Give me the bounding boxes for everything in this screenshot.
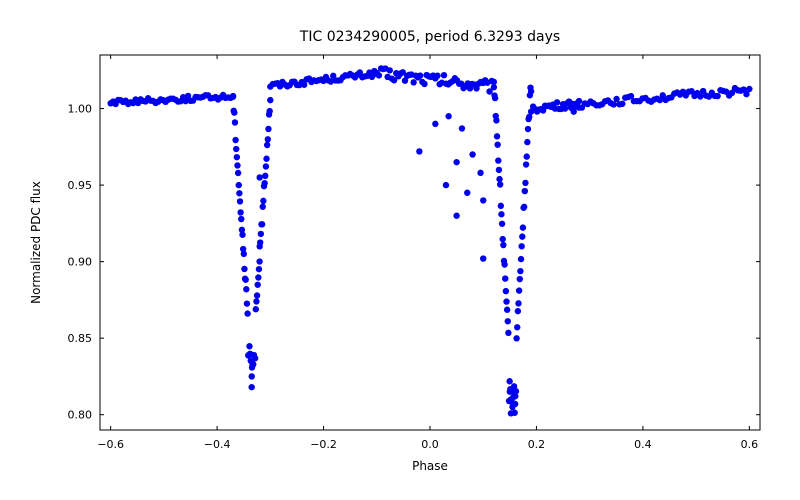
x-tick-label: 0.2 [528,438,546,451]
y-tick-label: 0.90 [68,256,93,269]
y-ticks: 0.80 0.85 0.90 0.95 1.00 [68,103,761,422]
x-ticks: −0.6 −0.4 −0.2 0.0 0.2 0.4 0.6 [97,55,758,451]
y-tick-label: 1.00 [68,103,93,116]
y-tick-label: 0.95 [68,179,93,192]
lightcurve-chart: −0.6 −0.4 −0.2 0.0 0.2 0.4 0.6 0.80 0.85 0.90 0.9… [0,0,800,500]
x-tick-label: 0.4 [634,438,652,451]
y-axis-label: Normalized PDC flux [29,181,43,304]
x-tick-label: 0.0 [421,438,439,451]
plot-frame [100,55,760,430]
scatter-points [107,65,752,416]
x-tick-label: −0.4 [204,438,231,451]
x-axis-label: Phase [412,459,448,473]
y-tick-label: 0.80 [68,409,93,422]
x-tick-label: 0.6 [741,438,759,451]
x-tick-label: −0.2 [310,438,337,451]
chart-title: TIC 0234290005, period 6.3293 days [299,29,560,45]
y-tick-label: 0.85 [68,332,93,345]
x-tick-label: −0.6 [97,438,124,451]
